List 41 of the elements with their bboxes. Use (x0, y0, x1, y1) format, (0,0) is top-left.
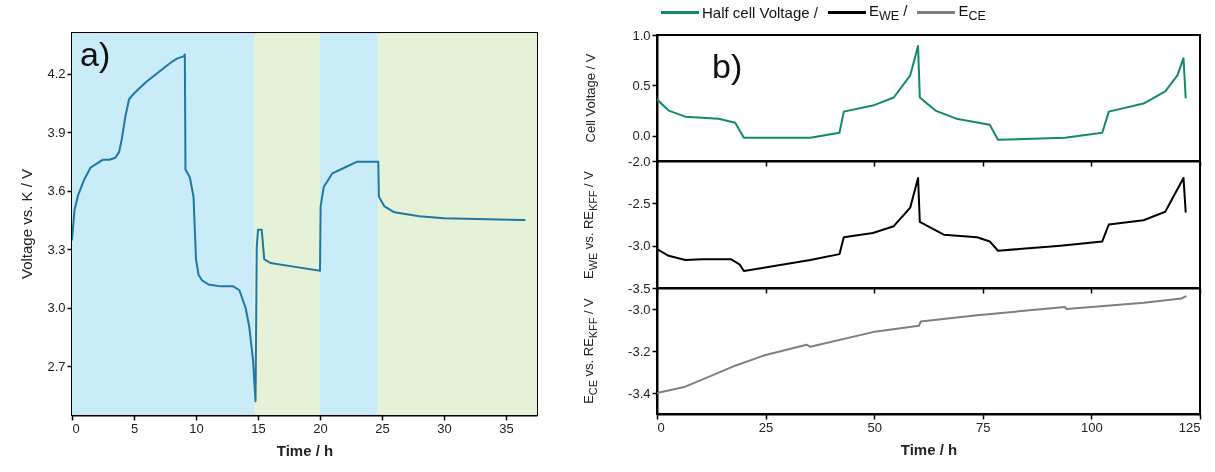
x-tick-label: 30 (437, 420, 452, 436)
x-axis-title: Time / h (276, 441, 334, 459)
y-tick-label: -2.5 (628, 195, 651, 211)
x-tick-label: 75 (976, 419, 991, 435)
x-tick-label: 0 (657, 419, 665, 435)
y-tick-label: 3.9 (47, 124, 66, 140)
y-tick-label: 3.3 (47, 241, 66, 257)
x-tick-label: 35 (499, 420, 514, 436)
x-tick-label: 25 (758, 419, 774, 435)
x-tick-label: 5 (130, 420, 139, 436)
line-series (657, 45, 1187, 141)
line-series (657, 295, 1187, 394)
y-tick-label: -3.0 (628, 301, 651, 317)
x-tick-label: 100 (1081, 419, 1103, 435)
x-tick-label: 0 (72, 420, 80, 436)
legend-label: Half cell Voltage / (702, 4, 818, 21)
y-axis-title: Voltage vs. K / V (17, 168, 35, 280)
x-tick-label: 50 (867, 419, 882, 435)
y-tick-label: -3.2 (628, 343, 651, 359)
x-tick-label: 25 (375, 420, 390, 436)
y-tick-label: 3.6 (47, 183, 66, 199)
x-tick-label: 15 (251, 420, 266, 436)
x-tick-label: 20 (313, 420, 328, 436)
y-tick-label: 1.0 (632, 27, 651, 43)
y-tick-label: 4.2 (47, 66, 66, 82)
annotation: b) (712, 47, 743, 86)
y-tick-label: -3.4 (628, 385, 651, 401)
x-tick-label: 125 (1178, 419, 1201, 435)
legend-label: E$_{CE}$ (958, 2, 986, 23)
y-tick-label: 3.0 (47, 300, 66, 316)
x-axis-title: Time / h (900, 440, 958, 458)
y-axis-title: Cell Voltage / V (582, 53, 598, 143)
y-tick-label: 2.7 (47, 358, 66, 374)
y-tick-label: -3.0 (628, 238, 651, 254)
legend-label: E$_{WE}$ / (868, 2, 908, 23)
y-tick-label: 0.5 (632, 77, 651, 93)
y-tick-label: 0.0 (632, 128, 651, 144)
y-tick-label: -2.0 (628, 153, 651, 169)
annotation: a) (80, 35, 111, 74)
x-tick-label: 10 (189, 420, 204, 436)
y-tick-label: -3.5 (628, 280, 651, 296)
